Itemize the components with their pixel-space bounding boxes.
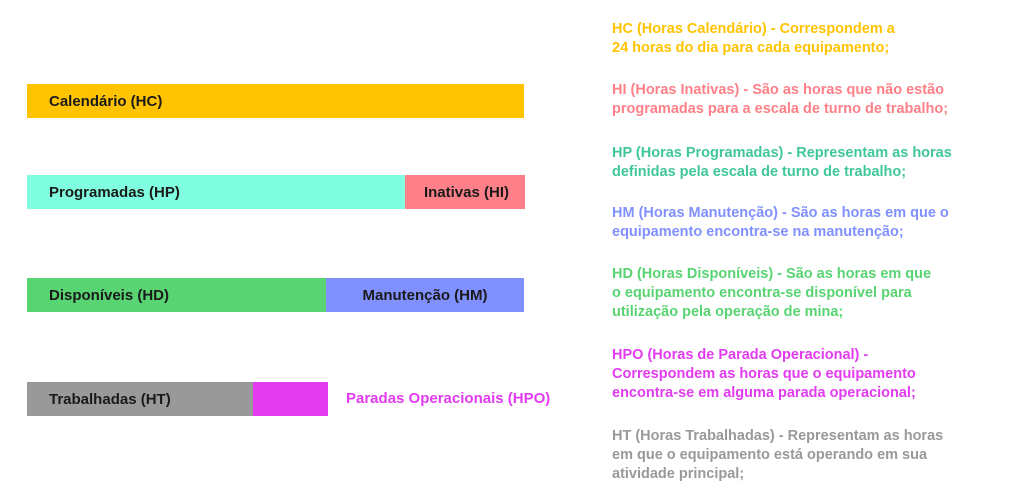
definition-line: equipamento encontra-se na manutenção; (612, 224, 904, 240)
bar-trabalhadas-label: Trabalhadas (HT) (49, 390, 171, 408)
definition-line: HM (Horas Manutenção) - São as horas em … (612, 205, 949, 221)
bar-programadas: Programadas (HP) (27, 175, 405, 209)
definition-line: utilização pela operação de mina; (612, 304, 844, 320)
definition-line: 24 horas do dia para cada equipamento; (612, 40, 890, 56)
definition-line: HI (Horas Inativas) - São as horas que n… (612, 82, 944, 98)
bar-inativas-label: Inativas (HI) (423, 183, 509, 201)
bar-trabalhadas: Trabalhadas (HT) (27, 382, 253, 416)
bar-calendario: Calendário (HC) (27, 84, 524, 118)
definition-hd: HD (Horas Disponíveis) - São as horas em… (612, 265, 1012, 322)
definition-ht: HT (Horas Trabalhadas) - Representam as … (612, 427, 1012, 484)
bar-manutencao: Manutenção (HM) (326, 278, 524, 312)
bar-manutencao-label: Manutenção (HM) (362, 286, 488, 304)
bar-paradas (253, 382, 328, 416)
definition-line: HP (Horas Programadas) - Representam as … (612, 145, 952, 161)
definition-hp: HP (Horas Programadas) - Representam as … (612, 144, 1012, 182)
definition-line: em que o equipamento está operando em su… (612, 447, 928, 463)
definition-hc: HC (Horas Calendário) - Correspondem a 2… (612, 20, 1012, 58)
definition-line: HPO (Horas de Parada Operacional) - (612, 347, 869, 363)
definition-hi: HI (Horas Inativas) - São as horas que n… (612, 81, 1012, 119)
definition-line: HT (Horas Trabalhadas) - Representam as … (612, 428, 944, 444)
definition-line: Correspondem as horas que o equipamento (612, 366, 916, 382)
definition-line: o equipamento encontra-se disponível par… (612, 285, 912, 301)
definition-hpo: HPO (Horas de Parada Operacional) - Corr… (612, 346, 1012, 403)
definition-line: programadas para a escala de turno de tr… (612, 101, 949, 117)
bar-paradas-label: Paradas Operacionais (HPO) (346, 390, 551, 407)
bar-inativas: Inativas (HI) (405, 175, 525, 209)
definition-line: HC (Horas Calendário) - Correspondem a (612, 21, 895, 37)
bar-calendario-label: Calendário (HC) (49, 92, 163, 110)
definition-line: definidas pela escala de turno de trabal… (612, 164, 907, 180)
definition-line: HD (Horas Disponíveis) - São as horas em… (612, 266, 932, 282)
definition-line: atividade principal; (612, 466, 745, 482)
bar-disponiveis: Disponíveis (HD) (27, 278, 326, 312)
bar-disponiveis-label: Disponíveis (HD) (49, 286, 170, 304)
bar-programadas-label: Programadas (HP) (49, 183, 180, 201)
definition-hm: HM (Horas Manutenção) - São as horas em … (612, 204, 1012, 242)
definition-line: encontra-se em alguma parada operacional… (612, 385, 916, 401)
